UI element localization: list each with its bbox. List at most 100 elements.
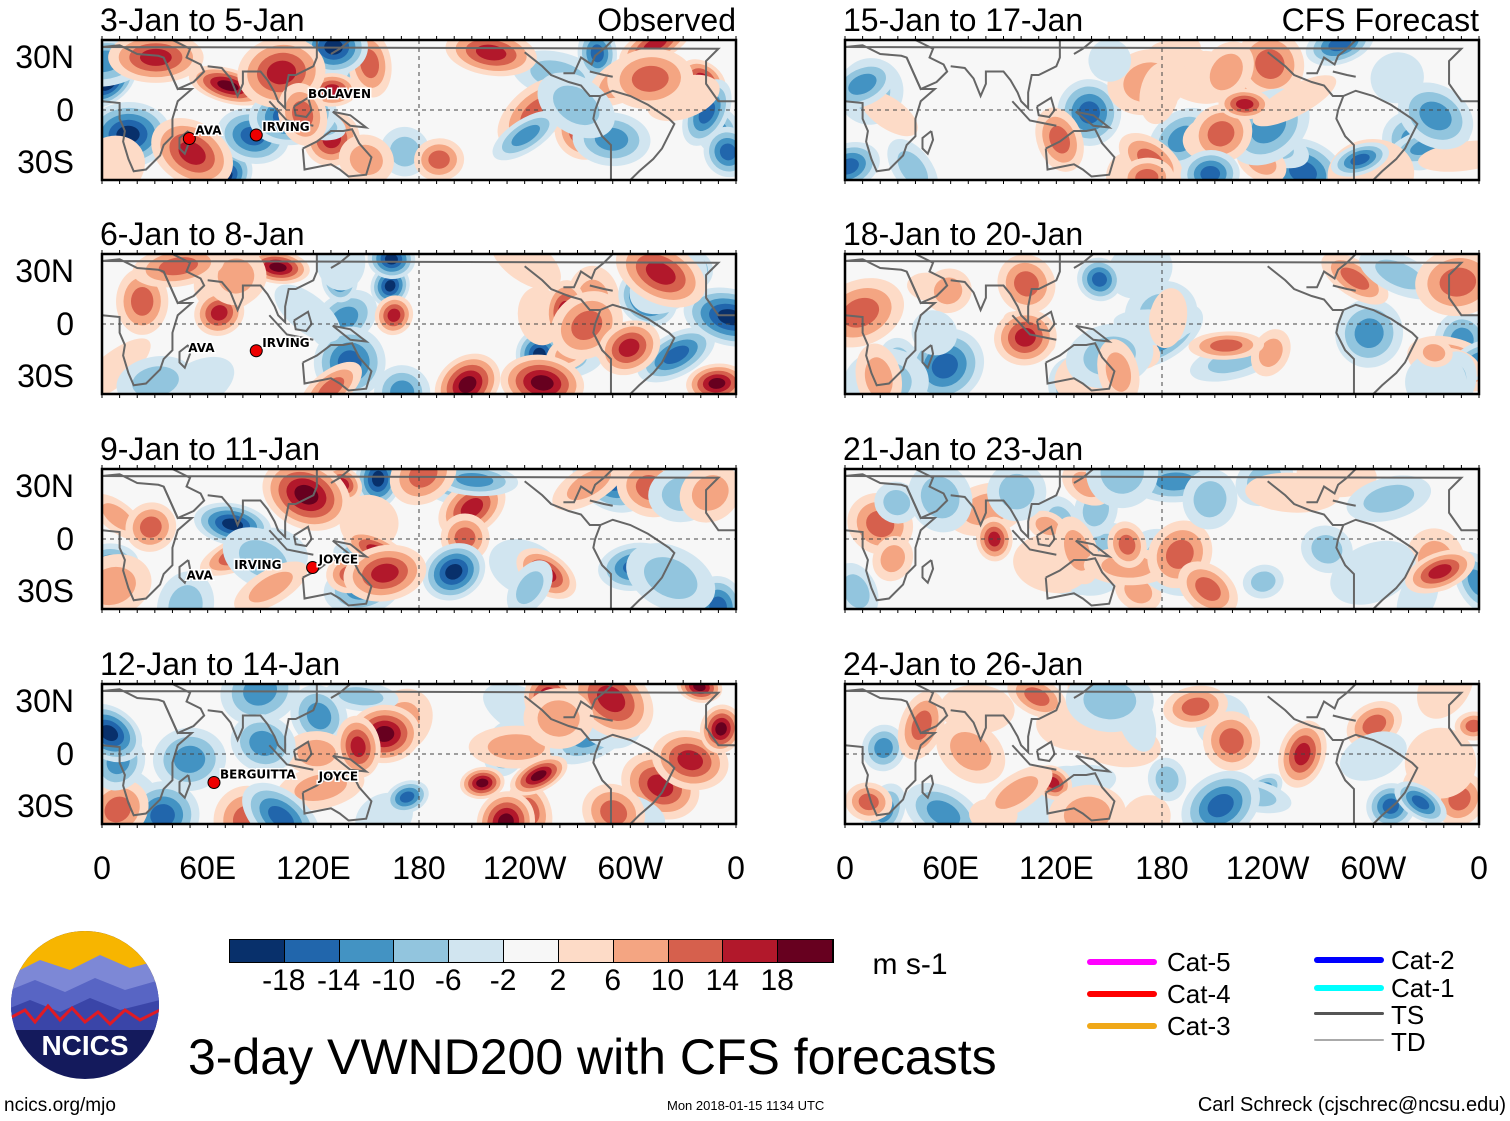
wind-contour bbox=[848, 73, 877, 95]
colorbar-tick-label: -18 bbox=[262, 964, 306, 997]
legend-line-cat-1 bbox=[1314, 985, 1384, 991]
lat-label: 30N bbox=[15, 39, 74, 75]
wind-contour bbox=[1422, 344, 1446, 362]
footer-timestamp: Mon 2018-01-15 1134 UTC bbox=[667, 1098, 825, 1113]
wind-contour bbox=[292, 100, 314, 128]
wind-contour bbox=[139, 48, 172, 66]
colorbar-swatch bbox=[613, 940, 669, 962]
wind-contour bbox=[643, 557, 698, 600]
wind-contour bbox=[845, 574, 870, 609]
cyclone-icon bbox=[182, 132, 196, 145]
wind-contour bbox=[864, 357, 893, 394]
coastline bbox=[905, 40, 949, 91]
coastline bbox=[1332, 714, 1356, 722]
wind-contour bbox=[1014, 271, 1039, 297]
coastline bbox=[1267, 265, 1355, 394]
wind-contour bbox=[998, 473, 1035, 510]
wind-contour bbox=[349, 144, 383, 176]
vwnd-map-panel bbox=[843, 250, 1481, 398]
colorbar-swatch bbox=[668, 940, 724, 962]
wind-contour bbox=[571, 310, 603, 341]
wind-contour bbox=[1165, 539, 1194, 569]
lon-label: 0 bbox=[836, 850, 854, 886]
coastline bbox=[589, 499, 613, 507]
coastline bbox=[563, 254, 614, 289]
wind-contour bbox=[104, 796, 131, 823]
cyclone-icon bbox=[306, 561, 320, 574]
coastline bbox=[845, 44, 1479, 173]
wind-contour bbox=[389, 136, 420, 167]
lat-label: 30N bbox=[15, 253, 74, 289]
lat-label: 0 bbox=[56, 736, 74, 772]
lat-label: 0 bbox=[56, 306, 74, 342]
wind-contour bbox=[1252, 75, 1337, 127]
lon-label: 60E bbox=[922, 850, 980, 886]
coastline bbox=[330, 469, 351, 484]
wind-contour bbox=[631, 65, 669, 92]
vwnd-map-panel bbox=[843, 465, 1481, 613]
wind-contour bbox=[1207, 793, 1234, 818]
coastline bbox=[301, 342, 373, 392]
coastline bbox=[905, 684, 949, 735]
colorbar-tick-label: -2 bbox=[489, 964, 517, 997]
coastline bbox=[1332, 70, 1356, 78]
colorbar-tick-label: 14 bbox=[705, 964, 740, 997]
wind-contour bbox=[1370, 52, 1424, 104]
wind-contour bbox=[1428, 564, 1452, 579]
footer-url[interactable]: ncics.org/mjo bbox=[4, 1095, 116, 1116]
coastline bbox=[1267, 695, 1355, 824]
coastline bbox=[102, 44, 736, 173]
coastline bbox=[589, 284, 613, 292]
coastline bbox=[1075, 324, 1113, 343]
coastline bbox=[1035, 310, 1056, 333]
coastline bbox=[1044, 557, 1116, 607]
lat-label: 30N bbox=[15, 683, 74, 719]
colorbar-swatch bbox=[558, 940, 614, 962]
wind-contour bbox=[269, 262, 287, 272]
coastline bbox=[207, 40, 318, 111]
coastline bbox=[845, 688, 1479, 817]
wind-contour bbox=[249, 730, 278, 756]
lon-label: 0 bbox=[727, 850, 745, 886]
wind-contour bbox=[1155, 766, 1179, 793]
wind-contour bbox=[883, 490, 911, 516]
wind-contour bbox=[1139, 61, 1180, 125]
wind-contour bbox=[645, 261, 676, 285]
coastline bbox=[102, 258, 736, 387]
lat-label: 30S bbox=[17, 573, 74, 609]
lat-label: 0 bbox=[56, 521, 74, 557]
coastline bbox=[1073, 254, 1094, 269]
wind-contour bbox=[717, 309, 736, 326]
wind-contour bbox=[132, 366, 179, 394]
coastline bbox=[1073, 684, 1094, 699]
storm-label: JOYCE bbox=[318, 553, 359, 567]
panel-title: 21-Jan to 23-Jan bbox=[843, 431, 1084, 467]
coastline bbox=[292, 310, 313, 333]
legend-label: Cat-5 bbox=[1167, 947, 1231, 977]
coastline bbox=[950, 684, 1061, 755]
wind-contour bbox=[476, 778, 489, 788]
wind-contour bbox=[1235, 98, 1254, 110]
legend-label: Cat-1 bbox=[1391, 973, 1455, 1003]
legend-label: TS bbox=[1391, 1000, 1425, 1030]
wind-contour bbox=[294, 484, 319, 505]
coastline bbox=[921, 559, 935, 585]
legend-line-cat-2 bbox=[1314, 957, 1384, 963]
coastline bbox=[950, 469, 1061, 540]
panel-title: 18-Jan to 20-Jan bbox=[843, 216, 1084, 252]
coastline bbox=[178, 344, 192, 370]
wind-contour bbox=[445, 563, 463, 580]
legend-label: Cat-2 bbox=[1391, 945, 1455, 975]
wind-contour bbox=[1200, 165, 1221, 180]
wind-contour bbox=[1210, 339, 1243, 352]
wind-contour bbox=[1340, 267, 1370, 290]
wind-contour bbox=[371, 563, 399, 583]
coastline bbox=[1306, 684, 1357, 719]
coastline bbox=[1267, 480, 1355, 609]
wind-contour bbox=[1258, 338, 1283, 367]
cyclone-icon bbox=[207, 776, 221, 789]
wind-contour bbox=[845, 158, 859, 175]
coastline bbox=[524, 695, 612, 824]
coastline bbox=[330, 40, 351, 55]
coastline bbox=[102, 473, 736, 602]
